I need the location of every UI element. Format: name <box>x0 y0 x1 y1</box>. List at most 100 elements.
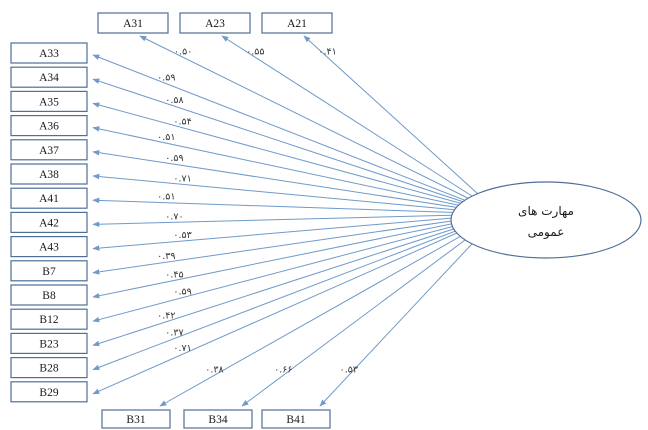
indicator-box-frame <box>10 139 88 161</box>
path-arrow-a38 <box>92 173 501 215</box>
indicator-label: A38 <box>39 169 59 181</box>
path-arrow-a43 <box>92 213 501 251</box>
indicator-box-b28: B28 <box>10 357 88 379</box>
indicator-box-b34: B34 <box>183 409 253 429</box>
indicator-label: A35 <box>39 96 59 108</box>
indicator-box-frame <box>10 284 88 306</box>
indicator-box-a37: A37 <box>10 139 88 161</box>
indicator-box-a38: A38 <box>10 163 88 185</box>
path-coefficient: ۰.۳۷ <box>165 327 183 338</box>
indicator-label: A23 <box>205 18 225 30</box>
path-arrow-a41 <box>92 197 501 215</box>
indicator-box-frame <box>10 236 88 258</box>
indicator-label: B31 <box>126 414 145 426</box>
path-arrow-a35 <box>92 102 501 215</box>
indicator-box-a23: A23 <box>179 12 251 34</box>
indicator-box-b29: B29 <box>10 381 88 403</box>
indicator-box-b31: B31 <box>101 409 171 429</box>
path-coefficient: ۰.۷۰ <box>165 211 183 222</box>
path-coefficient: ۰.۵۴ <box>173 117 191 128</box>
indicator-box-frame <box>10 90 88 113</box>
path-coefficient: ۰.۵۳ <box>340 364 358 375</box>
indicator-label: B34 <box>208 414 227 426</box>
path-arrow-b41 <box>319 213 501 407</box>
path-coefficient: ۰.۵۳ <box>173 230 191 241</box>
path-arrow-a42 <box>92 213 501 228</box>
path-coefficient: ۰.۳۹ <box>157 251 175 262</box>
indicator-label: A41 <box>39 193 59 205</box>
indicator-label: B23 <box>39 338 58 350</box>
indicator-box-frame <box>10 332 88 354</box>
indicator-label: A34 <box>39 72 59 84</box>
indicator-box-frame <box>183 409 253 429</box>
path-arrow-b7 <box>92 213 501 275</box>
indicator-label: A42 <box>39 217 59 229</box>
path-coefficient: ۰.۴۲ <box>157 311 175 322</box>
path-coefficient: ۰.۴۱ <box>318 46 336 57</box>
indicator-box-a41: A41 <box>10 187 88 209</box>
indicator-box-a21: A21 <box>261 12 333 34</box>
indicator-box-frame <box>261 409 331 429</box>
path-coefficient: ۰.۴۵ <box>165 269 183 280</box>
indicator-label: B28 <box>39 363 58 375</box>
indicator-box-frame <box>10 381 88 403</box>
path-coefficient: ۰.۵۰ <box>174 46 192 57</box>
path-coefficient: ۰.۵۱ <box>157 192 175 203</box>
indicator-box-a43: A43 <box>10 236 88 258</box>
factor-label-line2: عمومی <box>528 225 565 240</box>
indicator-label: B8 <box>42 290 56 302</box>
indicator-box-a33: A33 <box>10 42 88 64</box>
indicator-box-a36: A36 <box>10 114 88 137</box>
indicator-box-b8: B8 <box>10 284 88 306</box>
path-coefficient: ۰.۵۹ <box>157 73 175 84</box>
path-arrow-b29 <box>92 213 501 395</box>
indicator-box-b23: B23 <box>10 332 88 354</box>
path-arrow-a33 <box>92 54 501 215</box>
indicator-box-frame <box>10 42 88 64</box>
indicator-box-a35: A35 <box>10 90 88 113</box>
indicator-label: B7 <box>42 266 56 278</box>
path-coefficient: ۰.۷۱ <box>173 343 191 354</box>
path-coefficient: ۰.۵۹ <box>173 287 191 298</box>
indicator-box-frame <box>179 12 251 34</box>
path-arrow-b12 <box>92 213 501 323</box>
indicator-box-frame <box>10 260 88 282</box>
factor-label-line1: مهارت های <box>518 204 574 219</box>
path-coefficient: ۰.۵۱ <box>157 132 175 143</box>
factor-ellipse <box>450 181 642 259</box>
path-coefficient: ۰.۶۶ <box>274 364 292 375</box>
indicator-box-frame <box>10 308 88 330</box>
indicator-box-b7: B7 <box>10 260 88 282</box>
indicator-label: A31 <box>123 18 143 30</box>
path-arrow-b28 <box>92 213 501 371</box>
path-arrow-a36 <box>92 126 501 215</box>
path-arrow-a34 <box>92 78 501 215</box>
indicator-box-a42: A42 <box>10 211 88 233</box>
indicator-label: B29 <box>39 387 58 399</box>
indicator-box-frame <box>10 114 88 137</box>
path-coefficient: ۰.۵۸ <box>165 95 183 106</box>
indicator-box-frame <box>10 357 88 379</box>
indicator-label: A37 <box>39 145 59 157</box>
indicator-box-b12: B12 <box>10 308 88 330</box>
indicator-box-frame <box>97 12 169 34</box>
indicator-box-frame <box>10 187 88 209</box>
indicator-label: B41 <box>286 414 305 426</box>
indicator-label: B12 <box>39 314 58 326</box>
path-arrow-b31 <box>159 213 501 407</box>
path-coefficient: ۰.۵۹ <box>165 153 183 164</box>
indicator-box-a31: A31 <box>97 12 169 34</box>
path-arrow-a21 <box>303 35 501 215</box>
path-coefficient: ۰.۵۵ <box>246 46 264 57</box>
path-coefficient: ۰.۷۱ <box>173 173 191 184</box>
indicator-box-frame <box>10 163 88 185</box>
path-coefficient: ۰.۳۸ <box>205 364 223 375</box>
indicator-box-a34: A34 <box>10 66 88 88</box>
indicator-box-frame <box>101 409 171 429</box>
indicator-label: A43 <box>39 242 59 254</box>
path-arrow-a37 <box>92 149 501 215</box>
path-arrow-b23 <box>92 213 501 347</box>
indicator-box-frame <box>10 211 88 233</box>
indicator-label: A33 <box>39 48 59 60</box>
